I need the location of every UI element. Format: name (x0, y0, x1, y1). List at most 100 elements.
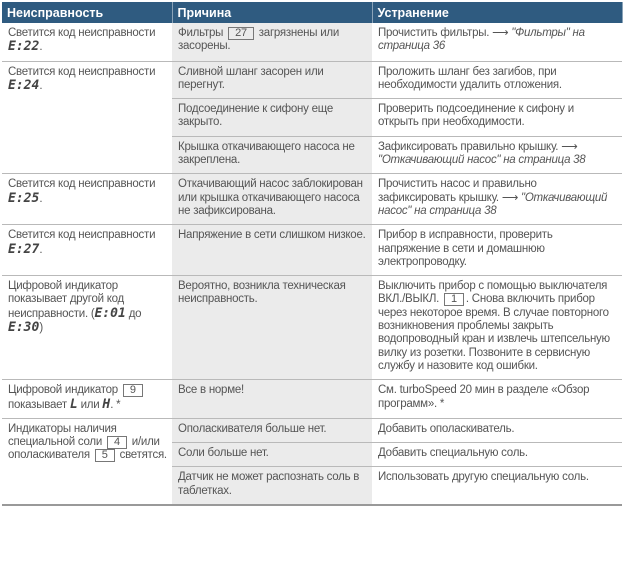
table-row: Светится код неисправности E:24. Сливной … (2, 61, 622, 175)
cell-text: Прибор в исправности, проверить напряжен… (378, 229, 553, 268)
table-row: Индикаторы наличия специальной соли 4 и/… (2, 418, 622, 507)
cause-cell: Ополаскивателя больше нет. (172, 418, 372, 444)
cell-text: Проверить подсоединение к сифону и откры… (378, 103, 574, 129)
error-code: E:22 (8, 39, 40, 55)
header-cause: Причина (172, 2, 373, 23)
error-code: E:30 (8, 320, 40, 336)
error-code: L (69, 396, 78, 412)
table-row: Светится код неисправности E:27. Напряжен… (2, 224, 622, 277)
cell-text: . * (110, 398, 121, 411)
fix-cell: Добавить специальную соль. (372, 442, 622, 468)
error-code: E:25 (8, 190, 40, 206)
cell-text: Индикаторы наличия специальной соли (8, 422, 117, 449)
error-code: E:27 (8, 241, 40, 257)
cell-text: Выключить прибор с помощью выключателя В… (378, 280, 608, 306)
cell-text: Зафиксировать правильно крышку. ⟶ (378, 140, 578, 153)
cause-cell: Фильтры 27 загрязнены или засорены. (172, 23, 372, 62)
cell-text: Подсоединение к сифону еще закрыто. (178, 103, 333, 129)
cause-cell: Вероятно, возникла техническая неисправн… (172, 275, 372, 381)
cell-text: Светится код неисправности (8, 229, 156, 242)
fault-cell: Светится код неисправности E:27. (2, 224, 172, 277)
cell-text: показывает (8, 398, 70, 411)
table-row: Крышка откачивающего насоса не закреплен… (2, 136, 622, 175)
fix-cell: Добавить ополаскиватель. (372, 418, 622, 444)
error-code: E:01 (94, 305, 126, 321)
table-row: Светится код неисправности E:22. Фильтры … (2, 23, 622, 62)
cell-text: Сливной шланг засорен или перегнут. (178, 65, 324, 91)
callout-number-box: 9 (122, 384, 143, 398)
fault-cell: Светится код неисправности E:22. (2, 23, 172, 62)
cell-text: Датчик не может распознать соль в таблет… (178, 471, 360, 497)
cell-text: Крышка откачивающего насоса не закреплен… (178, 140, 355, 167)
fix-cell: Зафиксировать правильно крышку. ⟶ "Откач… (372, 136, 622, 175)
table-row: Цифровой индикатор 9 показывает L или H.… (2, 379, 622, 419)
cell-text: Ополаскивателя больше нет. (178, 422, 327, 435)
table-row: Датчик не может распознать соль в таблет… (2, 466, 622, 507)
cell-text: . (39, 192, 43, 205)
cell-text: Цифровой индикатор показывает другой код… (8, 280, 125, 320)
cell-text: ) (39, 322, 43, 335)
page-reference-link[interactable]: "Откачивающий насос" на страница 38 (378, 191, 608, 217)
table-row: Подсоединение к сифону еще закрыто. Прове… (2, 98, 622, 137)
table-header: Неисправность Причина Устранение (2, 2, 623, 23)
fix-cell: Использовать другую специальную соль. (372, 466, 622, 507)
fix-cell: См. turboSpeed 20 мин в разделе «Обзор п… (372, 379, 622, 419)
cell-text: Фильтры (178, 27, 227, 39)
cell-text: . Снова включить прибор через некоторое … (378, 293, 610, 372)
header-fault: Неисправность (2, 2, 173, 23)
cause-cell: Все в норме! (172, 379, 372, 419)
error-code: H (102, 396, 111, 412)
table-row: Цифровой индикатор показывает другой код… (2, 275, 622, 381)
fault-cell: Светится код неисправности E:25. (2, 173, 172, 226)
fix-cell: Прочистить фильтры. ⟶ "Фильтры" на стран… (372, 23, 622, 62)
header-fix: Устранение (372, 2, 623, 23)
cell-text: Светится код неисправности (8, 65, 156, 78)
callout-number-box: 4 (106, 436, 127, 450)
cause-cell: Датчик не может распознать соль в таблет… (172, 466, 372, 507)
callout-number-box: 1 (444, 293, 464, 307)
cell-text: Все в норме! (178, 384, 244, 397)
cell-text: . (39, 41, 43, 54)
cell-text: Использовать другую специальную соль. (378, 471, 589, 484)
cause-cell: Напряжение в сети слишком низкое. (172, 224, 372, 277)
cause-cell: Соли больше нет. (172, 442, 372, 468)
cell-text: Светится код неисправности (8, 178, 156, 191)
cell-text: Добавить ополаскиватель. (378, 422, 515, 435)
table-row: Светится код неисправности E:25. Откачива… (2, 173, 622, 226)
cause-cell: Сливной шланг засорен или перегнут. (172, 61, 372, 100)
cause-cell: Крышка откачивающего насоса не закреплен… (172, 136, 372, 175)
cell-text: загрязнены или засорены. (178, 27, 340, 53)
cell-text: . (39, 243, 43, 256)
error-code: E:24 (8, 77, 40, 93)
table-row: Соли больше нет. Добавить специальную сол… (2, 442, 622, 468)
cell-text: Соли больше нет. (178, 447, 269, 460)
cell-text: до (125, 307, 142, 320)
fault-cell: Светится код неисправности E:24. (2, 61, 172, 175)
cell-text: и/или ополаскивателя (8, 436, 160, 462)
cell-text: Прочистить фильтры. ⟶ (378, 27, 512, 39)
fix-cell: Проложить шланг без загибов, при необход… (372, 61, 622, 100)
troubleshooting-table: Неисправность Причина Устранение Светитс… (2, 2, 623, 507)
cell-text: Цифровой индикатор (8, 384, 121, 397)
cell-text: светятся. (116, 449, 168, 462)
fault-cell: Цифровой индикатор показывает другой код… (2, 275, 172, 381)
fix-cell: Прочистить насос и правильно зафиксирова… (372, 173, 622, 226)
fix-cell: Прибор в исправности, проверить напряжен… (372, 224, 622, 277)
cell-text: Добавить специальную соль. (378, 447, 528, 460)
cause-cell: Подсоединение к сифону еще закрыто. (172, 98, 372, 137)
callout-number-box: 27 (228, 27, 254, 40)
cell-text: См. turboSpeed 20 мин в разделе «Обзор п… (378, 384, 590, 410)
page-reference-link[interactable]: "Откачивающий насос" на страница 38 (378, 154, 586, 167)
cell-text: Светится код неисправности (8, 27, 156, 39)
callout-number-box: 5 (94, 449, 115, 463)
fix-cell: Выключить прибор с помощью выключателя В… (372, 275, 622, 381)
page-reference-link[interactable]: "Фильтры" на страница 36 (378, 27, 585, 53)
fault-cell: Цифровой индикатор 9 показывает L или H.… (2, 379, 172, 419)
cause-cell: Откачивающий насос заблокирован или крыш… (172, 173, 372, 226)
cell-text: Откачивающий насос заблокирован или крыш… (178, 178, 363, 217)
cell-text: Прочистить насос и правильно зафиксирова… (378, 178, 537, 204)
fault-cell: Индикаторы наличия специальной соли 4 и/… (2, 418, 172, 507)
cell-text: или (77, 398, 103, 411)
cell-text: . (39, 79, 43, 92)
